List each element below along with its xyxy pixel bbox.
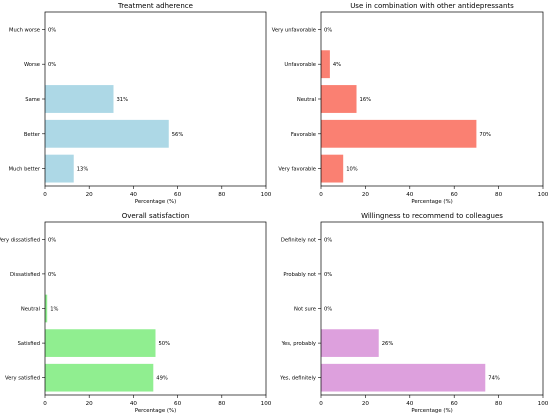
data-label: 31% (117, 97, 129, 103)
chart-panel: Treatment adherence 13% Much better 56% Bett… (9, 2, 272, 205)
plot-frame (320, 221, 544, 396)
data-label: 10% (346, 167, 358, 173)
data-label: 0% (324, 237, 332, 243)
y-tick-label: Better (24, 132, 41, 138)
data-label: 13% (77, 167, 89, 173)
x-tick-label: 20 (86, 401, 94, 407)
y-tick-label: Yes, definitely (279, 376, 316, 382)
x-tick-label: 40 (406, 401, 414, 407)
x-tick-label: 60 (174, 192, 182, 198)
x-tick-label: 80 (218, 192, 226, 198)
bar (45, 294, 48, 323)
chart-title: Use in combination with other antidepres… (350, 2, 514, 10)
bar (45, 363, 154, 392)
bar (45, 329, 156, 357)
bar (321, 50, 330, 79)
data-label: 0% (48, 62, 56, 68)
bar (45, 119, 169, 148)
y-tick-label: Unfavorable (284, 62, 316, 68)
chart-panel: Willingness to recommend to colleagues 74… (279, 212, 549, 414)
bar (321, 85, 357, 113)
data-label: 26% (382, 341, 394, 347)
y-tick-label: Neutral (21, 307, 40, 313)
data-label: 56% (172, 132, 184, 138)
x-axis-label: Percentage (%) (135, 408, 176, 413)
bar (321, 154, 344, 183)
x-axis-label: Percentage (%) (135, 199, 176, 205)
bar (321, 119, 477, 148)
data-label: 0% (48, 27, 56, 33)
x-tick-label: 80 (495, 192, 503, 198)
y-tick-label: Not sure (294, 307, 316, 313)
x-tick-label: 100 (261, 401, 272, 407)
plot-frame (320, 11, 544, 187)
x-tick-label: 20 (362, 192, 370, 198)
x-tick-label: 40 (130, 192, 138, 198)
y-tick-label: Worse (24, 62, 40, 68)
chart-title: Willingness to recommend to colleagues (361, 212, 503, 220)
y-tick-label: Very satisfied (5, 376, 40, 382)
x-tick-label: 0 (43, 192, 47, 198)
x-tick-label: 20 (86, 192, 94, 198)
y-tick-label: Dissatisfied (10, 272, 40, 278)
chart-title: Overall satisfaction (122, 212, 190, 220)
bar (45, 154, 74, 183)
x-tick-label: 60 (451, 192, 459, 198)
y-tick-label: Much better (9, 167, 41, 173)
data-label: 4% (333, 62, 341, 68)
x-tick-label: 60 (174, 401, 182, 407)
chart-title: Treatment adherence (117, 2, 193, 10)
bar (45, 85, 114, 113)
x-tick-label: 0 (319, 192, 323, 198)
x-tick-label: 40 (130, 401, 138, 407)
data-label: 50% (159, 341, 171, 347)
x-tick-label: 80 (218, 401, 226, 407)
y-tick-label: Favorable (291, 132, 316, 138)
x-tick-label: 80 (495, 401, 503, 407)
x-tick-label: 20 (362, 401, 370, 407)
plot-frame (44, 11, 267, 187)
data-label: 0% (48, 237, 56, 243)
y-tick-label: Much worse (9, 27, 40, 33)
x-axis-label: Percentage (%) (411, 199, 452, 205)
y-tick-label: Yes, probably (281, 341, 316, 347)
x-tick-label: 60 (451, 401, 459, 407)
data-label: 0% (48, 272, 56, 278)
plot-frame (44, 221, 267, 396)
data-label: 49% (156, 376, 168, 382)
data-label: 0% (324, 27, 332, 33)
data-label: 70% (479, 132, 491, 138)
data-label: 16% (360, 97, 372, 103)
y-tick-label: Very unfavorable (272, 27, 316, 33)
y-tick-label: Satisfied (18, 341, 40, 347)
bar (321, 329, 379, 357)
y-tick-label: Same (25, 97, 40, 103)
y-tick-label: Very dissatisfied (0, 237, 40, 243)
y-tick-label: Probably not (283, 272, 316, 278)
x-tick-label: 0 (43, 401, 47, 407)
data-label: 74% (488, 376, 500, 382)
x-tick-label: 40 (406, 192, 414, 198)
chart-panel: Overall satisfaction 49% Very satisfied 50%… (0, 212, 272, 414)
data-label: 0% (324, 272, 332, 278)
x-tick-label: 100 (261, 192, 272, 198)
x-tick-label: 100 (538, 192, 549, 198)
x-tick-label: 0 (319, 401, 323, 407)
y-tick-label: Neutral (297, 97, 316, 103)
data-label: 0% (324, 307, 332, 313)
bar (321, 363, 486, 392)
x-tick-label: 100 (538, 401, 549, 407)
chart-panel: Use in combination with other antidepres… (272, 2, 549, 205)
y-tick-label: Definitely not (281, 237, 316, 243)
x-axis-label: Percentage (%) (411, 408, 452, 413)
y-tick-label: Very favorable (278, 167, 316, 173)
data-label: 1% (50, 307, 58, 313)
